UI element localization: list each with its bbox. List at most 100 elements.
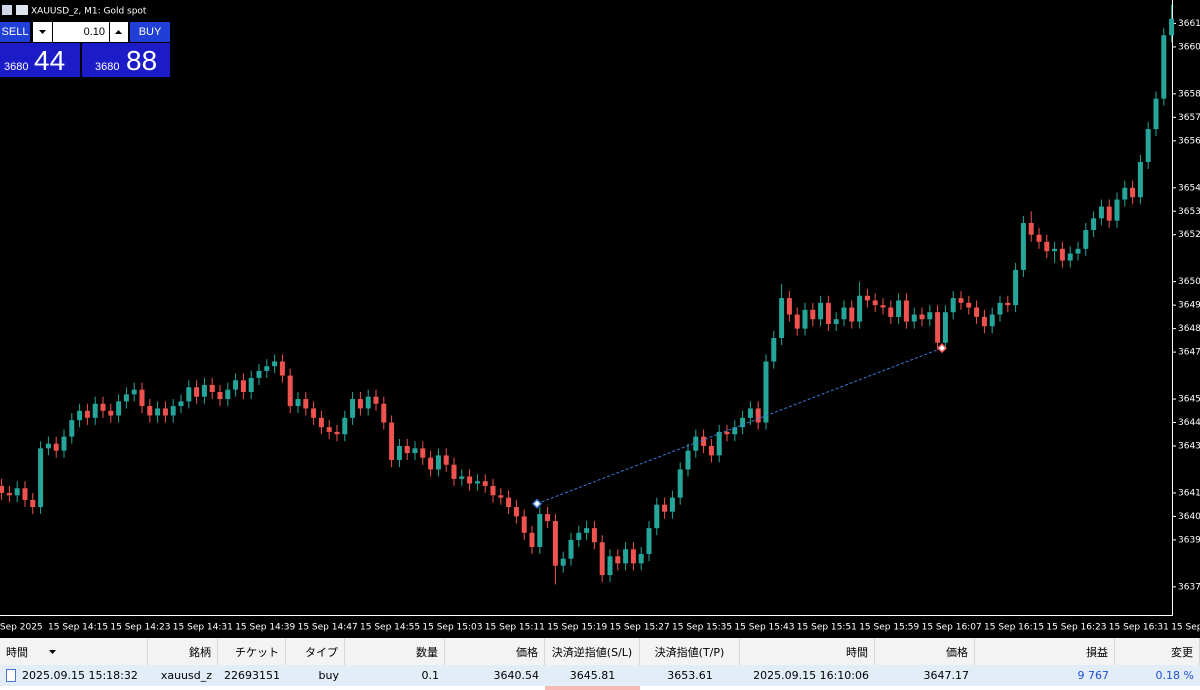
candle-body xyxy=(1106,206,1112,221)
candle-body xyxy=(30,499,36,508)
column-header[interactable]: 価格 xyxy=(875,638,975,665)
candle-body xyxy=(630,549,636,564)
sort-arrow[interactable] xyxy=(48,648,58,656)
candle-body xyxy=(740,417,746,428)
candle-body xyxy=(981,316,987,327)
column-header[interactable]: 決済逆指値(S/L) xyxy=(545,638,640,665)
column-header-text: 変更 xyxy=(1171,645,1193,659)
column-header[interactable]: 決済指値(T/P) xyxy=(640,638,740,665)
candle-body xyxy=(264,366,270,371)
volume-input[interactable]: 0.10 xyxy=(53,22,109,42)
candle-body xyxy=(451,464,457,479)
y-tick-label: 3652 xyxy=(1178,230,1200,240)
table-cell-text: 3645.81 xyxy=(569,669,616,682)
candle-body xyxy=(139,389,145,407)
candle-body xyxy=(381,403,387,423)
x-tick-label: 15 Sep 14:55 xyxy=(360,623,420,633)
column-header[interactable]: チケット xyxy=(218,638,286,665)
candle-body xyxy=(825,302,831,324)
candle-body xyxy=(537,514,543,547)
buy-button[interactable]: BUY xyxy=(130,22,170,42)
candle-body xyxy=(350,399,356,418)
candle-body xyxy=(1059,248,1065,261)
candle-body xyxy=(45,443,51,449)
y-tick-label: 3656 xyxy=(1178,136,1200,146)
candle-body xyxy=(701,436,707,446)
table-cell: 0.1 xyxy=(345,665,445,686)
candle-body xyxy=(498,495,504,498)
candle-body xyxy=(849,307,855,322)
bid-price[interactable]: 3680 44 xyxy=(0,43,80,77)
table-cell-text: 3653.61 xyxy=(667,669,713,682)
table-cell-text: 0.1 xyxy=(421,669,440,682)
sell-button[interactable]: SELL xyxy=(0,22,30,42)
column-header[interactable]: 時間 xyxy=(0,638,148,665)
table-cell-text: 22693151 xyxy=(224,669,280,682)
candle-body xyxy=(779,298,785,339)
deal-icon xyxy=(6,669,16,682)
candle-body xyxy=(147,406,153,416)
candle-body xyxy=(38,448,44,508)
candle-body xyxy=(303,399,309,409)
y-tick-label: 3649 xyxy=(1178,301,1200,311)
candle-body xyxy=(420,448,426,458)
candle-body xyxy=(880,305,886,308)
y-tick-label: 3661 xyxy=(1178,19,1200,29)
column-header[interactable]: 変更 xyxy=(1115,638,1200,665)
y-tick-label: 3650 xyxy=(1178,277,1200,287)
volume-up[interactable] xyxy=(110,22,128,42)
column-header[interactable]: 時間 xyxy=(740,638,875,665)
candle-body xyxy=(404,445,410,454)
candle-body xyxy=(708,445,714,456)
candle-body xyxy=(396,445,402,461)
candle-body xyxy=(1145,129,1151,162)
volume-down[interactable] xyxy=(33,22,52,42)
candle-body xyxy=(209,384,215,393)
column-header[interactable]: 銘柄 xyxy=(148,638,218,665)
column-header[interactable]: 数量 xyxy=(345,638,445,665)
x-tick-label: 15 Sep 15:27 xyxy=(610,623,670,633)
candle-body xyxy=(248,377,254,393)
column-header-text: タイプ xyxy=(305,645,338,659)
x-tick-label: 15 Sep 16:39 xyxy=(1171,623,1200,633)
y-tick-label: 3654 xyxy=(1178,183,1200,193)
candle-body xyxy=(256,370,262,378)
column-header[interactable]: 価格 xyxy=(445,638,545,665)
candle-body xyxy=(669,497,675,512)
candle-body xyxy=(342,417,348,435)
candle-body xyxy=(84,410,90,418)
candle-body xyxy=(560,558,566,566)
candle-body xyxy=(1075,248,1081,254)
candle-body xyxy=(490,485,496,496)
candle-body xyxy=(958,298,964,303)
x-tick-label: 15 Sep 15:59 xyxy=(859,623,919,633)
table-row[interactable]: 2025.09.15 15:18:32 xauusd_z 22693151 buy 0.… xyxy=(0,665,1200,686)
candle-body xyxy=(53,443,59,451)
candle-body xyxy=(638,553,644,564)
candle-body xyxy=(576,532,582,540)
table-cell-text: xauusd_z xyxy=(160,669,212,682)
candle-body xyxy=(194,387,200,397)
down-arrow xyxy=(39,30,46,34)
candle-body xyxy=(459,476,465,479)
candle-body xyxy=(482,481,488,486)
candle-body xyxy=(677,469,683,498)
table-cell: 2025.09.15 16:10:06 xyxy=(740,665,875,686)
column-header[interactable]: タイプ xyxy=(286,638,345,665)
y-tick-label: 3653 xyxy=(1178,207,1200,217)
x-tick-label: 15 Sep 16:31 xyxy=(1109,623,1169,633)
candle-body xyxy=(1044,241,1050,252)
candle-body xyxy=(240,380,246,393)
chart-icon xyxy=(16,5,28,15)
column-header[interactable]: 損益 xyxy=(975,638,1115,665)
candle-body xyxy=(646,528,652,554)
candle-body xyxy=(412,448,418,454)
candle-body xyxy=(170,406,176,416)
column-header-text: 損益 xyxy=(1086,645,1108,659)
table-header: 時間 銘柄 チケット タイプ 数量 価格 決済逆指値(S/L) 決済指値(T/P) 時間 価格 損益… xyxy=(0,638,1200,666)
y-tick-label: 3644 xyxy=(1178,418,1200,428)
column-header-text: 決済指値(T/P) xyxy=(654,645,725,659)
ask-price[interactable]: 3680 88 xyxy=(82,43,170,77)
column-header-text: 銘柄 xyxy=(189,645,211,659)
